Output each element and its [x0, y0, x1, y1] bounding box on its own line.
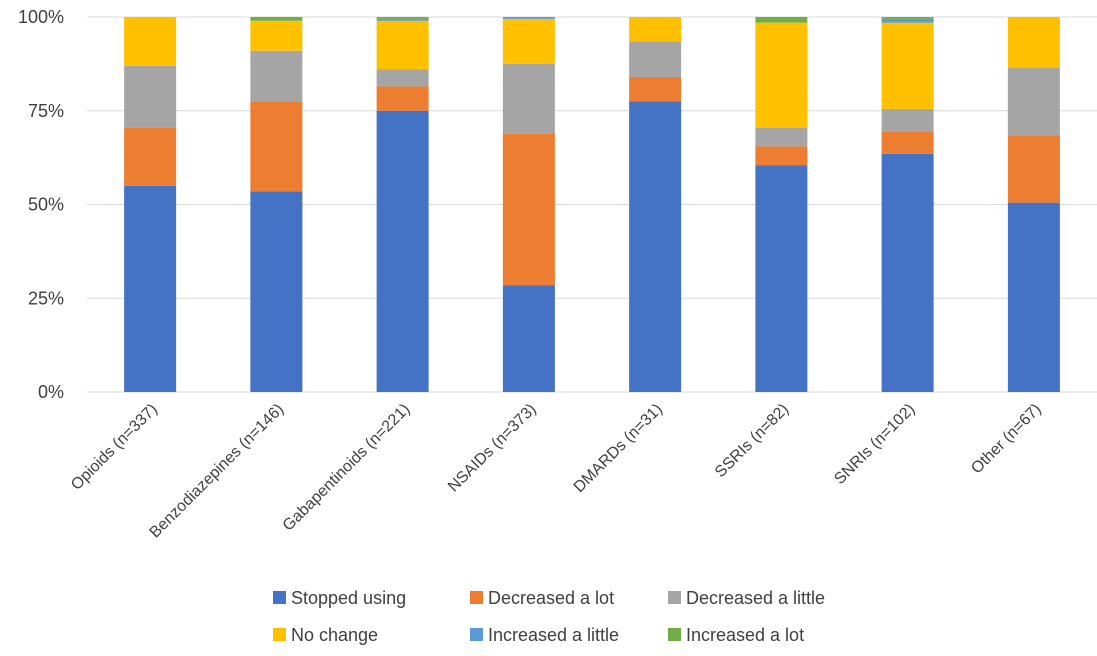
- bar-segment: [1007, 67, 1060, 136]
- bar-segment: [1007, 202, 1060, 392]
- bar-segment: [376, 17, 429, 19]
- x-axis-labels: Opioids (n=337)Benzodiazepines (n=146)Ga…: [68, 401, 1045, 542]
- bar-segment: [881, 22, 934, 109]
- y-tick-label: 25%: [28, 288, 64, 308]
- bar-segment: [376, 86, 429, 111]
- legend-label: Decreased a little: [686, 588, 825, 608]
- bar-segment: [1007, 17, 1060, 68]
- y-tick-label: 75%: [28, 101, 64, 121]
- legend-label: No change: [291, 625, 378, 645]
- legend-label: Increased a little: [488, 625, 619, 645]
- bar-segment: [250, 191, 303, 392]
- legend-item: No change: [273, 625, 378, 645]
- bar-segment: [376, 110, 429, 392]
- x-category-label: SSRIs (n=82): [712, 401, 792, 481]
- bar-segment: [881, 18, 934, 23]
- bar-segment: [124, 65, 177, 128]
- legend-swatch: [273, 591, 286, 604]
- bar-segment: [1007, 135, 1060, 203]
- bar-segment: [629, 17, 682, 42]
- legend-item: Stopped using: [273, 588, 406, 608]
- bar-segment: [629, 41, 682, 77]
- bar-segment: [502, 18, 555, 64]
- y-tick-label: 100%: [18, 7, 64, 27]
- legend-item: Increased a lot: [668, 625, 804, 645]
- x-category-label: Benzodiazepines (n=146): [147, 401, 288, 542]
- bar-segment: [250, 17, 303, 21]
- legend-swatch: [470, 591, 483, 604]
- gridlines: [87, 16, 1097, 393]
- bar-segment: [881, 131, 934, 154]
- y-tick-label: 50%: [28, 195, 64, 215]
- bar-segment: [629, 101, 682, 392]
- bar-segment: [755, 22, 808, 128]
- x-category-label: NSAIDs (n=373): [445, 401, 540, 496]
- bar-segment: [755, 17, 808, 23]
- bar-segment: [881, 17, 934, 19]
- bars: [124, 17, 1060, 392]
- bar-segment: [124, 127, 177, 186]
- legend-swatch: [470, 628, 483, 641]
- y-tick-label: 0%: [38, 382, 64, 402]
- bar-segment: [250, 20, 303, 51]
- y-axis-ticks: 0% 25% 50% 75% 100%: [18, 7, 64, 402]
- bar-segment: [124, 17, 177, 66]
- legend-label: Stopped using: [291, 588, 406, 608]
- bar-segment: [502, 133, 555, 286]
- bar-segment: [755, 127, 808, 147]
- x-category-label: DMARDs (n=31): [571, 401, 666, 496]
- bar-segment: [124, 185, 177, 392]
- legend-item: Increased a little: [470, 625, 619, 645]
- bar-segment: [376, 18, 429, 21]
- bar-segment: [629, 77, 682, 102]
- bar-segment: [376, 20, 429, 70]
- legend: Stopped using Decreased a lot Decreased a …: [273, 588, 825, 645]
- bar-segment: [502, 63, 555, 134]
- bar-segment: [881, 153, 934, 392]
- bar-segment: [376, 69, 429, 87]
- bar-segment: [755, 165, 808, 392]
- x-category-label: SNRIs (n=102): [831, 401, 918, 488]
- legend-label: Decreased a lot: [488, 588, 614, 608]
- legend-item: Decreased a lot: [470, 588, 614, 608]
- x-category-label: Other (n=67): [968, 401, 1044, 477]
- legend-swatch: [668, 628, 681, 641]
- bar-segment: [250, 50, 303, 102]
- x-category-label: Opioids (n=337): [68, 401, 161, 494]
- legend-label: Increased a lot: [686, 625, 804, 645]
- x-category-label: Gabapentinoids (n=221): [280, 401, 414, 535]
- legend-swatch: [273, 628, 286, 641]
- legend-item: Decreased a little: [668, 588, 825, 608]
- bar-segment: [881, 108, 934, 132]
- legend-swatch: [668, 591, 681, 604]
- bar-segment: [755, 146, 808, 166]
- bar-segment: [502, 285, 555, 392]
- bar-segment: [250, 101, 303, 192]
- bar-segment: [502, 17, 555, 19]
